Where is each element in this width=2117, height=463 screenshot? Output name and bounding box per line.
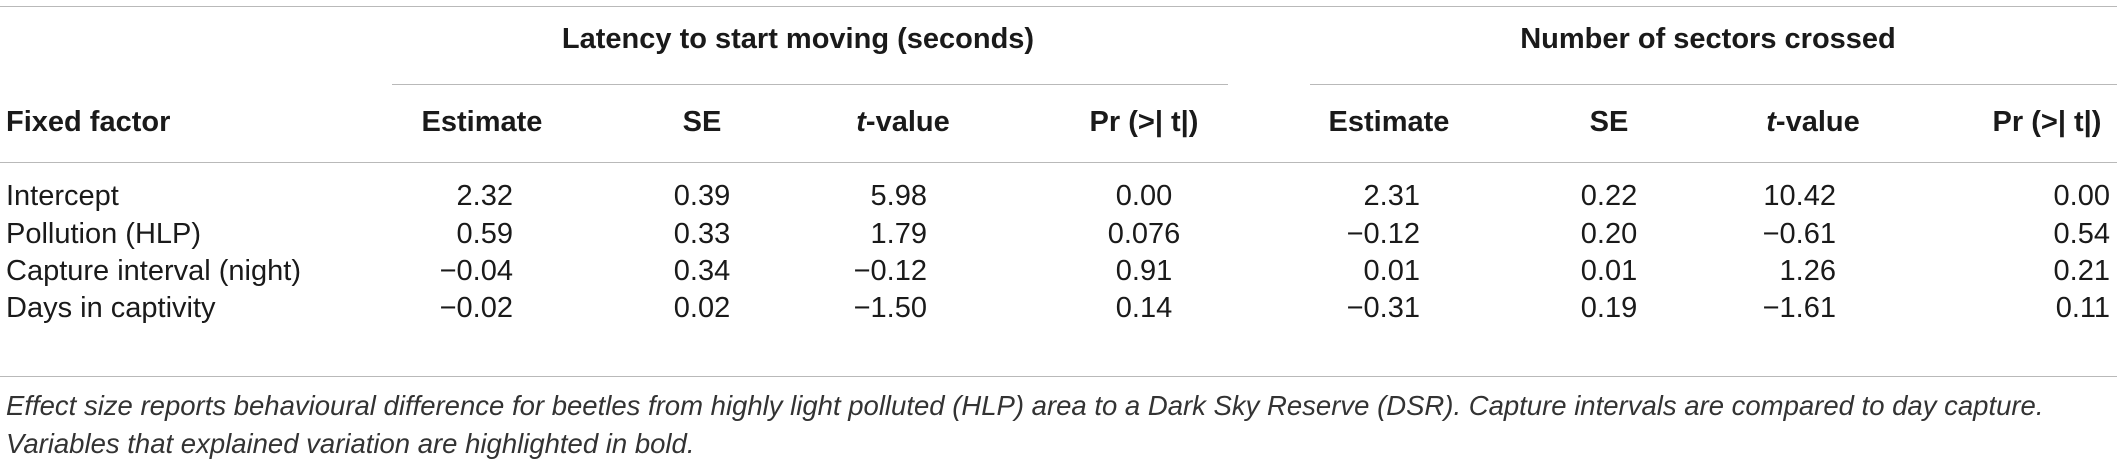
- table-cell: 0.22: [1580, 180, 1638, 212]
- header-bottom-rule: [0, 162, 2117, 163]
- table-bottom-rule: [0, 376, 2117, 377]
- column-header: Estimate: [421, 106, 543, 138]
- table-cell: 1.79: [870, 218, 927, 250]
- table-cell: 0.00: [2053, 180, 2110, 212]
- table-cell: −1.61: [1762, 292, 1836, 324]
- column-header: SE: [682, 106, 722, 138]
- table-cell: 0.02: [673, 292, 731, 324]
- table-cell: 0.21: [2053, 255, 2110, 287]
- table-cell: −0.31: [1346, 292, 1420, 324]
- row-label: Capture interval (night): [6, 255, 301, 287]
- table-cell: 0.20: [1580, 218, 1638, 250]
- group-rule-sectors: [1310, 84, 2117, 85]
- row-label: Days in captivity: [6, 292, 216, 324]
- table-cell: −0.12: [853, 255, 927, 287]
- footnote-line: Effect size reports behavioural differen…: [6, 390, 2044, 421]
- column-header: t-value: [1766, 106, 1860, 138]
- table-top-rule: [0, 6, 2117, 7]
- column-header: t-value: [856, 106, 950, 138]
- table-cell: −0.02: [439, 292, 513, 324]
- table-cell: −1.50: [853, 292, 927, 324]
- table-cell: 0.39: [673, 180, 731, 212]
- footnote-line: Variables that explained variation are h…: [6, 428, 695, 459]
- table-cell: 0.91: [1115, 255, 1173, 287]
- table-cell: 2.31: [1363, 180, 1420, 212]
- column-header: Pr (>| t|): [1089, 106, 1199, 138]
- table-cell: 0.14: [1115, 292, 1173, 324]
- table-cell: 0.076: [1107, 218, 1181, 250]
- table-cell: 0.01: [1363, 255, 1420, 287]
- table-cell: 0.33: [673, 218, 731, 250]
- table-cell: 0.19: [1580, 292, 1638, 324]
- group-rule-latency: [392, 84, 1228, 85]
- table-cell: 1.26: [1779, 255, 1836, 287]
- row-label: Intercept: [6, 180, 119, 212]
- table-cell: −0.04: [439, 255, 513, 287]
- group-header-sectors: Number of sectors crossed: [1520, 23, 1896, 55]
- table-cell: 0.11: [2055, 292, 2110, 324]
- table-cell: 0.00: [1115, 180, 1173, 212]
- group-header-latency: Latency to start moving (seconds): [561, 23, 1035, 55]
- table-cell: −0.61: [1762, 218, 1836, 250]
- table-cell: 0.54: [2053, 218, 2110, 250]
- table-footnote: Effect size reports behavioural differen…: [6, 387, 2106, 463]
- column-header: SE: [1589, 106, 1629, 138]
- table-cell: 0.01: [1580, 255, 1638, 287]
- table-cell: 0.34: [673, 255, 731, 287]
- table-cell: 2.32: [456, 180, 513, 212]
- table-cell: 10.42: [1763, 180, 1836, 212]
- table-cell: 5.98: [870, 180, 927, 212]
- table-cell: −0.12: [1346, 218, 1420, 250]
- table-cell: 0.59: [456, 218, 513, 250]
- column-header: Estimate: [1328, 106, 1450, 138]
- row-header-fixed-factor: Fixed factor: [6, 106, 171, 138]
- row-label: Pollution (HLP): [6, 218, 202, 250]
- column-header: Pr (>| t|): [1992, 106, 2102, 138]
